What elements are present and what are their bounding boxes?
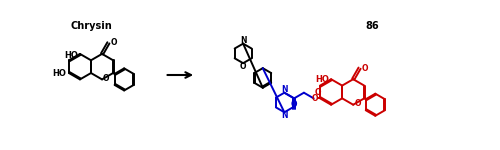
Text: O: O xyxy=(103,74,110,83)
Text: N: N xyxy=(281,111,287,120)
Text: HO: HO xyxy=(316,75,329,84)
Text: N: N xyxy=(281,85,287,94)
Text: Chrysin: Chrysin xyxy=(70,21,112,31)
Text: 86: 86 xyxy=(366,21,380,31)
Text: O: O xyxy=(354,99,360,108)
Text: HO: HO xyxy=(52,69,66,78)
Text: O: O xyxy=(362,64,368,73)
Text: N: N xyxy=(240,36,246,45)
Text: HO: HO xyxy=(64,51,78,60)
Text: O: O xyxy=(312,94,318,103)
Text: O: O xyxy=(110,38,117,47)
Text: O: O xyxy=(314,88,321,97)
Text: O: O xyxy=(240,62,246,71)
Text: O: O xyxy=(291,100,298,109)
